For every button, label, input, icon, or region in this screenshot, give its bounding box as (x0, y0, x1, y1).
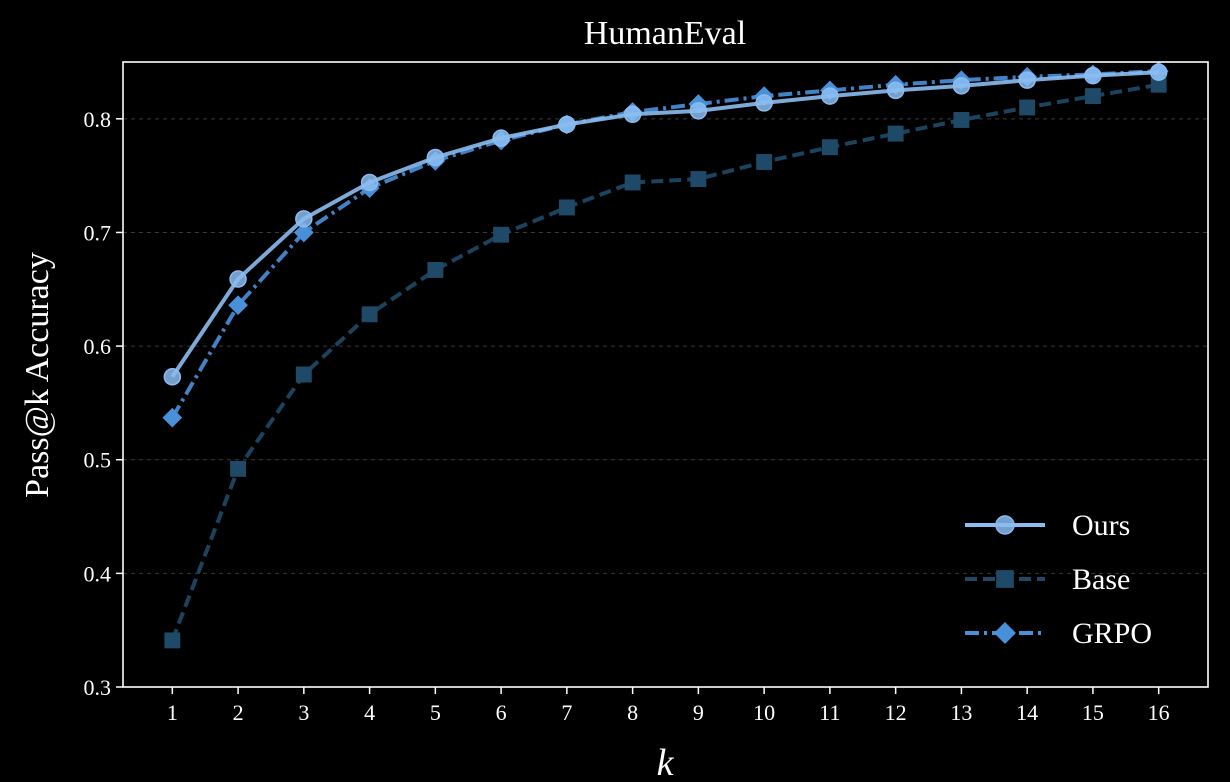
series-ours (163, 63, 1168, 386)
x-tick-label: 7 (561, 700, 572, 725)
data-point-ours (886, 81, 905, 100)
x-tick-label: 5 (430, 700, 441, 725)
series-line-base (170, 82, 1160, 642)
grid-lines (123, 118, 1208, 574)
legend-item-ours: Ours (965, 509, 1130, 542)
y-tick-label: 0.8 (84, 107, 112, 132)
series-lines (162, 61, 1169, 649)
data-point-base (821, 139, 838, 156)
data-point-base (164, 632, 181, 649)
data-point-ours (755, 94, 773, 112)
y-tick-label: 0.6 (84, 334, 112, 359)
data-point-base (230, 460, 247, 477)
x-tick-label: 2 (233, 700, 244, 725)
data-point-base (887, 125, 904, 142)
data-point-base (1019, 99, 1036, 116)
data-point-ours (163, 368, 182, 386)
series-base (164, 76, 1167, 649)
legend: Ours Base GRPO (965, 509, 1152, 650)
data-point-grpo (228, 295, 248, 316)
legend-marker-ours (995, 515, 1015, 535)
data-point-ours (229, 270, 247, 288)
data-point-ours (295, 210, 313, 228)
x-tick-label: 6 (496, 700, 507, 725)
legend-label-grpo: GRPO (1072, 617, 1152, 650)
series-line-ours (170, 70, 1159, 378)
series-line-grpo (170, 69, 1159, 419)
x-tick-label: 14 (1016, 700, 1038, 725)
data-point-ours (689, 102, 708, 120)
legend-label-base: Base (1072, 563, 1130, 596)
x-tick-label: 12 (885, 700, 907, 725)
data-point-base (756, 154, 773, 170)
data-point-ours (360, 173, 379, 192)
x-tick-label: 16 (1148, 700, 1170, 725)
x-tick-label: 1 (167, 700, 178, 725)
data-point-ours (821, 87, 839, 105)
data-point-ours (426, 148, 445, 167)
y-axis-label: Pass@k Accuracy (19, 252, 56, 498)
x-tick-label: 13 (950, 700, 972, 725)
y-tick-label: 0.4 (84, 561, 112, 586)
x-tick-label: 11 (819, 700, 840, 725)
data-point-base (427, 262, 444, 278)
y-tick-label: 0.3 (84, 675, 112, 700)
data-point-ours (1018, 71, 1036, 89)
x-tick-label: 8 (627, 700, 638, 725)
x-tick-label: 9 (693, 700, 704, 725)
data-point-ours (558, 115, 576, 134)
data-point-base (493, 226, 510, 243)
x-tick-label: 3 (298, 700, 309, 725)
legend-marker-grpo (994, 622, 1016, 644)
axes (122, 61, 1209, 688)
x-axis-label: k (657, 742, 675, 782)
axis-ticks: 0.30.40.50.60.70.81 2 3 4 5 6 7 8 9 10 11 12 13 14 15 1… (84, 107, 1170, 725)
y-tick-label: 0.7 (84, 220, 112, 245)
y-tick-label: 0.5 (84, 448, 112, 473)
x-tick-label: 10 (753, 700, 775, 725)
data-point-ours (1084, 66, 1102, 85)
data-point-base (953, 112, 970, 128)
legend-marker-base (996, 570, 1014, 588)
data-point-base (690, 171, 707, 187)
data-point-ours (623, 105, 642, 124)
data-point-base (1084, 88, 1101, 105)
legend-item-grpo: GRPO (965, 617, 1152, 650)
data-point-grpo (162, 407, 183, 428)
data-point-base (361, 306, 378, 323)
x-tick-label: 15 (1082, 700, 1104, 725)
data-point-ours (492, 129, 510, 147)
plot-frame (122, 61, 1209, 688)
data-point-ours (952, 77, 971, 95)
legend-item-base: Base (965, 563, 1130, 596)
data-point-ours (1149, 63, 1168, 81)
data-point-base (558, 199, 575, 216)
x-tick-label: 4 (364, 700, 375, 725)
chart-title: HumanEval (584, 15, 746, 52)
data-point-grpo (293, 222, 314, 243)
data-point-base (624, 174, 641, 191)
legend-label-ours: Ours (1072, 509, 1130, 542)
data-point-base (295, 366, 312, 383)
